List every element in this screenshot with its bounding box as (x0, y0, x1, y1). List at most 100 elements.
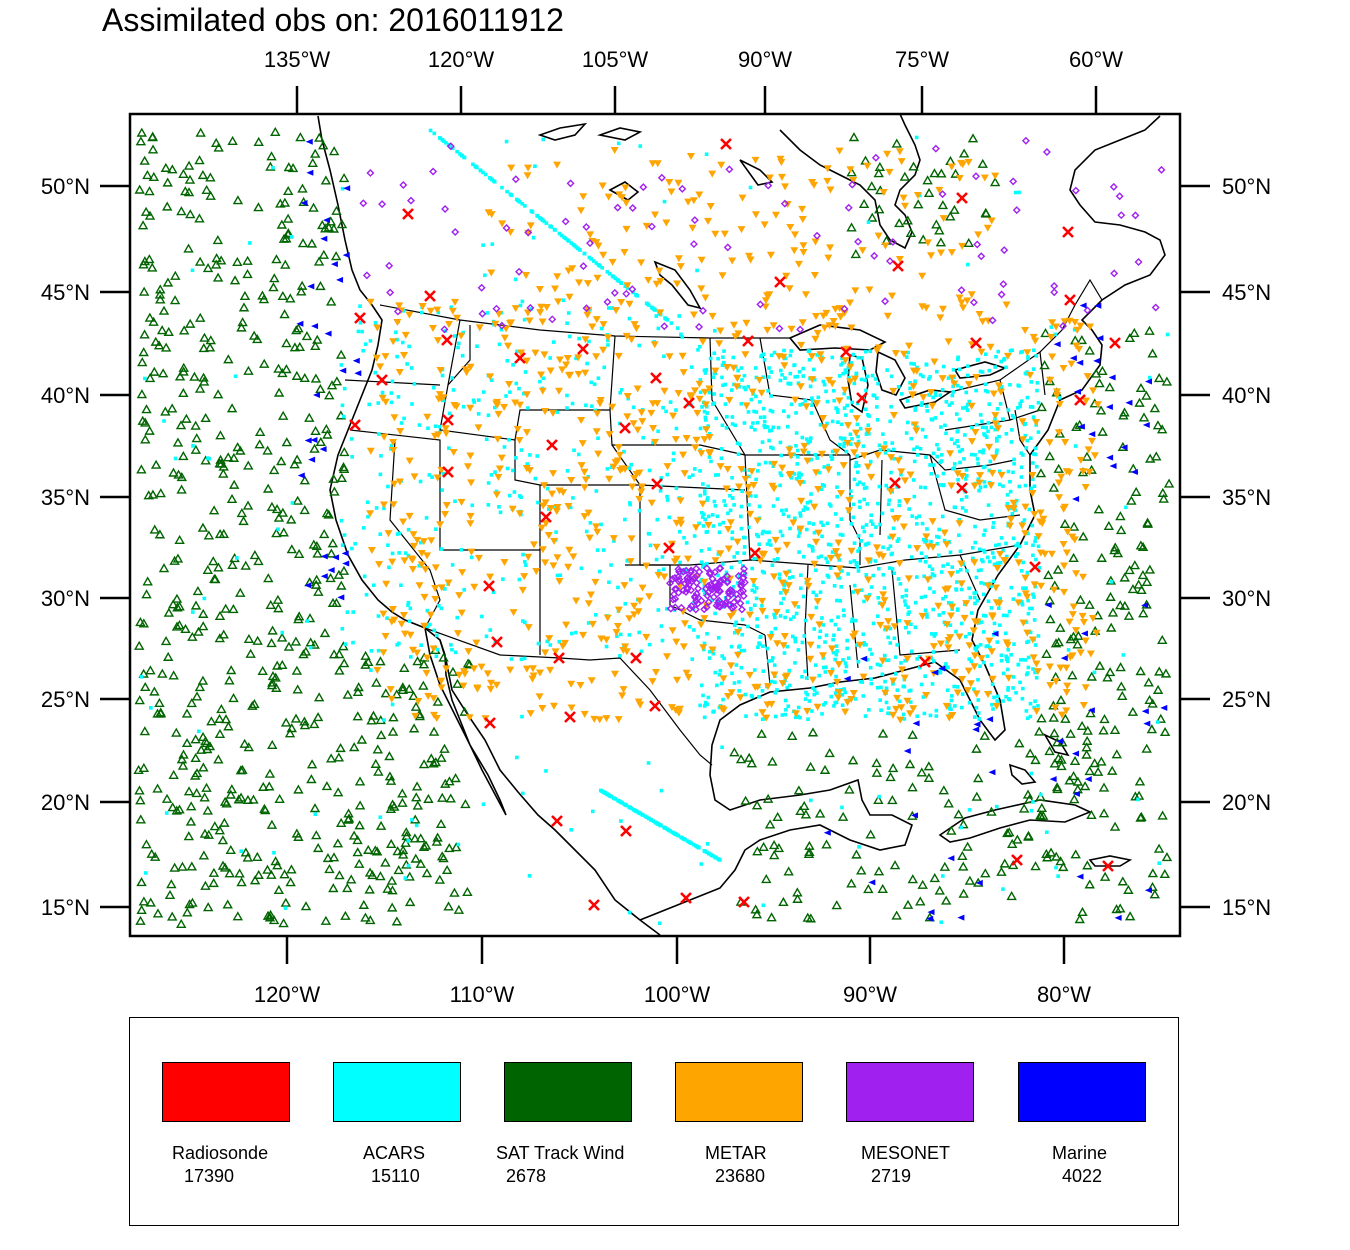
acars-marker (651, 440, 655, 445)
acars-marker (775, 688, 779, 692)
acars-marker (855, 482, 860, 487)
acars-marker (1006, 647, 1011, 652)
acars-marker (853, 618, 858, 623)
metar-marker (1060, 503, 1069, 511)
sat-track-wind-marker (1126, 495, 1137, 505)
metar-marker (437, 395, 446, 403)
metar-marker (818, 652, 827, 660)
acars-marker (481, 802, 486, 807)
metar-marker (608, 403, 617, 411)
acars-marker (912, 447, 916, 452)
marine-marker (332, 554, 340, 561)
sat-track-wind-marker (162, 177, 173, 187)
acars-marker (938, 483, 943, 487)
metar-marker (881, 242, 890, 250)
metar-marker (988, 613, 997, 621)
sat-track-wind-marker (1092, 766, 1104, 776)
acars-marker (886, 706, 891, 710)
mesonet-marker (502, 224, 511, 233)
acars-marker (931, 650, 936, 654)
acars-marker (428, 622, 432, 627)
sat-track-wind-marker (410, 853, 421, 863)
acars-marker (690, 473, 695, 477)
metar-marker (595, 716, 604, 724)
acars-marker (1006, 686, 1010, 690)
mesonet-marker (756, 300, 765, 309)
acars-marker (923, 594, 928, 599)
acars-marker (891, 447, 896, 452)
acars-marker (797, 475, 801, 480)
sat-track-wind-marker (176, 754, 188, 764)
acars-marker (610, 306, 615, 310)
metar-marker (746, 510, 755, 518)
sat-track-wind-marker (172, 602, 183, 612)
metar-marker (700, 578, 709, 586)
metar-marker (474, 424, 483, 432)
acars-marker (775, 497, 780, 501)
sat-track-wind-marker (168, 670, 179, 680)
sat-track-wind-marker (242, 794, 254, 804)
acars-marker (627, 316, 632, 321)
metar-marker (405, 512, 414, 520)
metar-marker (988, 675, 997, 683)
sat-track-wind-marker (150, 336, 161, 346)
acars-marker (943, 594, 948, 599)
sat-track-wind-marker (408, 723, 420, 733)
metar-marker (466, 363, 475, 371)
metar-marker (562, 361, 571, 369)
acars-marker (1053, 332, 1058, 337)
acars-marker (742, 648, 747, 653)
acars-marker (870, 522, 875, 526)
acars-marker (715, 683, 719, 688)
acars-marker (367, 402, 372, 407)
acars-marker (730, 530, 735, 535)
sat-track-wind-marker (142, 576, 153, 586)
metar-marker (1032, 660, 1041, 668)
metar-marker (1083, 373, 1092, 381)
acars-marker (711, 375, 716, 380)
sat-track-wind-marker (279, 869, 290, 879)
mesonet-marker (739, 592, 748, 601)
sat-track-wind-marker (248, 794, 259, 804)
sat-track-wind-marker (276, 632, 288, 642)
acars-marker (855, 643, 859, 647)
acars-marker (792, 615, 796, 619)
sat-track-wind-marker (236, 508, 248, 518)
acars-marker (734, 663, 739, 667)
marine-marker (1093, 357, 1101, 364)
acars-marker (656, 326, 661, 331)
metar-marker (985, 637, 994, 645)
sat-track-wind-marker (198, 850, 210, 860)
metar-marker (919, 394, 928, 402)
metar-marker (1047, 333, 1056, 341)
acars-marker (619, 819, 623, 823)
metar-marker (630, 321, 639, 329)
legend-entry-acars: ACARS 15110 (333, 1062, 473, 1186)
metar-marker (878, 657, 887, 665)
metar-marker (820, 424, 829, 432)
acars-marker (965, 402, 970, 407)
acars-marker (875, 405, 879, 409)
acars-marker (396, 395, 401, 399)
acars-marker (721, 520, 726, 525)
marine-marker (327, 567, 335, 574)
acars-marker (958, 549, 963, 554)
acars-marker (990, 702, 994, 707)
top-lon-label-75-w: 75°W (895, 47, 949, 72)
acars-marker (792, 363, 796, 368)
acars-marker (528, 453, 532, 457)
acars-marker (877, 794, 881, 799)
sat-track-wind-marker (312, 842, 324, 853)
metar-marker (612, 307, 621, 315)
acars-marker (844, 370, 849, 375)
acars-marker (771, 504, 776, 508)
metar-marker (1068, 652, 1077, 660)
sat-track-wind-marker (761, 874, 772, 884)
metar-marker (549, 562, 558, 570)
acars-marker (825, 399, 830, 404)
sat-track-wind-marker (213, 142, 224, 152)
acars-marker (1004, 654, 1008, 659)
acars-marker (1015, 552, 1020, 556)
sat-track-wind-marker (1084, 599, 1095, 609)
acars-marker (994, 436, 999, 441)
